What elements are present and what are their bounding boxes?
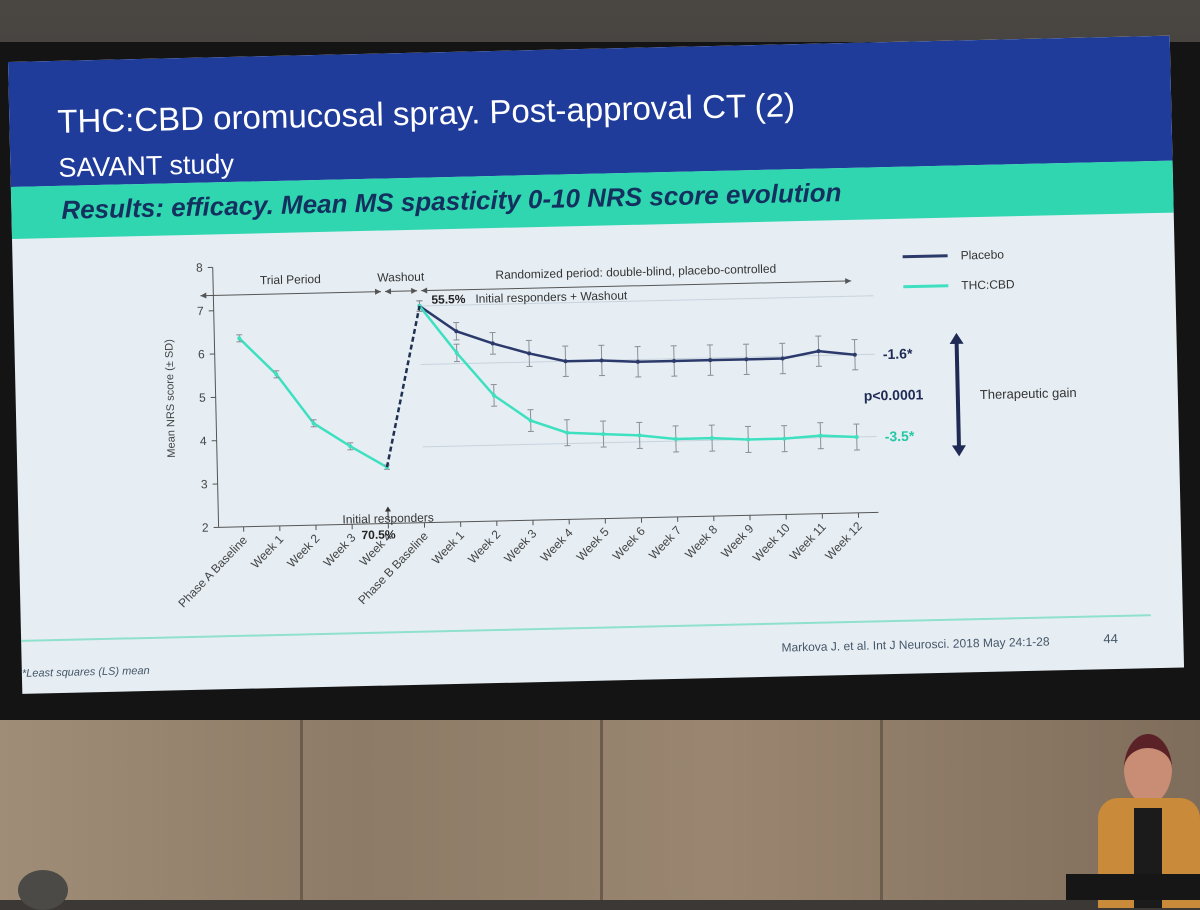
therapeutic-gain-label: Therapeutic gain: [980, 385, 1077, 402]
reference-gridline: [421, 354, 875, 364]
y-axis-label: Mean NRS score (± SD): [163, 339, 178, 458]
x-tick-label: Phase A Baseline: [175, 533, 250, 610]
legend-swatch: [903, 256, 948, 257]
page-number: 44: [1103, 631, 1118, 646]
x-tick-label: Week 5: [574, 525, 612, 564]
x-tick-label: Week 2: [284, 531, 322, 570]
period-arrowhead-right: [845, 278, 851, 284]
data-point: [636, 360, 640, 364]
data-point: [853, 353, 857, 357]
data-point: [782, 437, 786, 441]
therapeutic-gain-arrow: [957, 341, 959, 448]
wall-seam: [880, 720, 883, 900]
thc-cbd-series-line: [239, 335, 387, 470]
y-tick-label: 2: [202, 521, 209, 535]
period-arrowhead-right: [411, 288, 417, 294]
period-label: Trial Period: [260, 272, 321, 287]
period-label: Randomized period: double-blind, placebo…: [495, 262, 776, 282]
period-arrowhead-right: [375, 289, 381, 295]
period-arrowhead-left: [421, 288, 427, 294]
washout-dashed-line: [383, 306, 423, 467]
x-tick-label: Week 3: [501, 526, 539, 565]
data-point: [601, 432, 605, 436]
x-tick-label: Week 3: [321, 530, 359, 569]
podium: [1066, 874, 1200, 900]
x-tick-label: Week 10: [750, 521, 793, 565]
nrs-score-chart: Mean NRS score (± SD) 2 3 4 5 6 7 8 Phase A Ba…: [8, 36, 1184, 694]
x-tick-label: Week 1: [248, 532, 286, 571]
presentation-slide: THC:CBD oromucosal spray. Post-approval …: [8, 36, 1184, 694]
washout-label: Initial responders + Washout: [475, 288, 628, 305]
period-arrow: [421, 281, 851, 291]
data-point: [672, 359, 676, 363]
initial-responders-label: Initial responders: [342, 510, 434, 526]
data-point: [818, 434, 822, 438]
period-label: Washout: [377, 270, 425, 285]
x-tick-label: Week 6: [610, 524, 648, 563]
y-tick-label: 7: [197, 304, 204, 318]
speaker-head: [1124, 734, 1172, 804]
x-tick-label: Week 8: [682, 522, 720, 561]
therapeutic-gain-arrowhead-up: [949, 333, 963, 344]
data-point: [744, 357, 748, 361]
legend-label: THC:CBD: [961, 277, 1015, 292]
period-arrowhead-left: [385, 288, 391, 294]
washout-pct: 55.5%: [431, 292, 466, 307]
x-tick-label: Week 12: [822, 519, 865, 563]
y-tick-label: 3: [201, 477, 208, 491]
y-tick-label: 5: [199, 391, 206, 405]
x-tick-label: Week 7: [646, 523, 684, 562]
initial-responders-pct: 70.5%: [361, 527, 396, 542]
data-point: [710, 436, 714, 440]
period-arrowhead-left: [200, 293, 206, 299]
therapeutic-gain-arrowhead-down: [952, 445, 966, 456]
audience-head: [18, 870, 68, 910]
y-tick-label: 6: [198, 347, 205, 361]
thc-change: -3.5*: [885, 428, 915, 445]
p-value: p<0.0001: [864, 386, 924, 403]
placebo-change: -1.6*: [883, 345, 913, 362]
data-point: [674, 437, 678, 441]
legend-label: Placebo: [960, 247, 1004, 262]
wall-seam: [600, 720, 603, 900]
period-arrow: [200, 292, 381, 296]
data-point: [708, 358, 712, 362]
x-tick-label: Week 1: [429, 528, 467, 567]
data-point: [600, 358, 604, 362]
x-tick-label: Week 11: [787, 520, 829, 563]
legend-swatch: [903, 286, 948, 287]
data-point: [855, 435, 859, 439]
placebo-series-line: [420, 296, 855, 367]
data-point: [638, 433, 642, 437]
x-tick-label: Week 4: [538, 525, 576, 564]
reference-gridline: [423, 437, 877, 447]
x-tick-label: Week 2: [465, 527, 503, 566]
y-tick-label: 8: [196, 261, 203, 275]
wall-seam: [300, 720, 303, 900]
data-point: [746, 437, 750, 441]
y-tick-label: 4: [200, 434, 207, 448]
